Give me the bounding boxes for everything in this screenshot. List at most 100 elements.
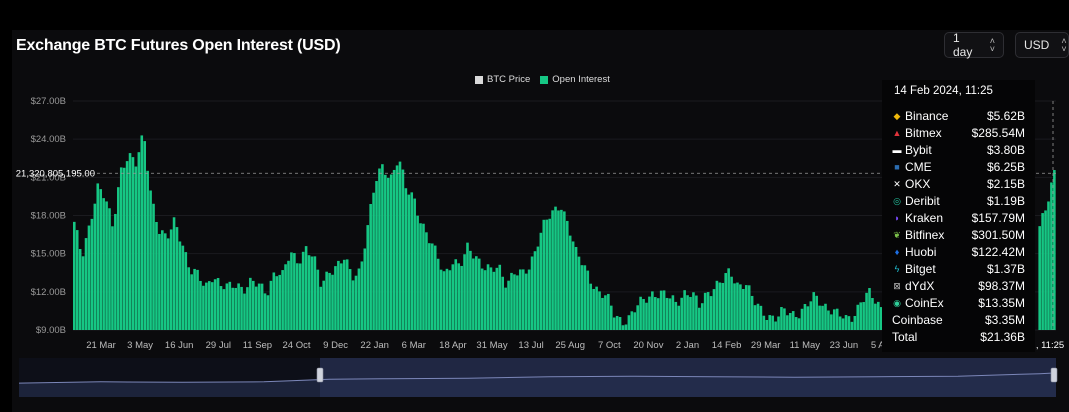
tooltip-exchange-label: Deribit bbox=[905, 193, 940, 208]
x-tick-label: 2 Jan bbox=[676, 340, 699, 351]
open-interest-bar bbox=[721, 282, 725, 330]
open-interest-bar bbox=[783, 308, 786, 330]
open-interest-bar bbox=[501, 276, 504, 330]
open-interest-bar bbox=[777, 316, 780, 330]
open-interest-bar bbox=[744, 285, 748, 330]
open-interest-bar bbox=[601, 297, 604, 330]
tooltip-row: ❦ Bitfinex $301.50M bbox=[892, 226, 1025, 243]
tooltip-exchange-label: Binance bbox=[905, 108, 949, 123]
open-interest-bar bbox=[803, 304, 807, 330]
open-interest-bar bbox=[407, 194, 411, 330]
open-interest-bar bbox=[75, 230, 79, 330]
tooltip-row: ◎ Deribit $1.19B bbox=[892, 192, 1025, 209]
open-interest-bar bbox=[642, 299, 645, 330]
tooltip-row-name: ◎ Deribit bbox=[892, 194, 940, 208]
x-tick-label: 16 Jun bbox=[165, 340, 194, 351]
open-interest-bar bbox=[668, 298, 672, 330]
open-interest-bar bbox=[243, 293, 246, 330]
open-interest-bar bbox=[580, 265, 584, 330]
tooltip-exchange-label: Total bbox=[892, 329, 918, 344]
tooltip-exchange-label: Coinbase bbox=[892, 312, 943, 327]
bitfinex-icon: ❦ bbox=[893, 229, 901, 240]
open-interest-bar bbox=[703, 292, 707, 330]
open-interest-bar bbox=[621, 325, 625, 330]
open-interest-bar bbox=[871, 298, 874, 330]
navigator-handle[interactable] bbox=[1050, 367, 1058, 383]
tooltip-row-value: $1.37B bbox=[986, 261, 1025, 276]
open-interest-bar bbox=[202, 285, 205, 330]
open-interest-bar bbox=[800, 308, 804, 330]
open-interest-bar bbox=[844, 315, 848, 330]
open-interest-bar bbox=[850, 321, 854, 330]
open-interest-bar bbox=[607, 293, 610, 330]
open-interest-bar bbox=[369, 204, 372, 330]
open-interest-bar bbox=[475, 256, 478, 330]
open-interest-bar bbox=[477, 258, 481, 330]
legend-swatch bbox=[475, 75, 483, 84]
open-interest-bar bbox=[480, 268, 484, 330]
tooltip-row: ♦ Huobi $122.42M bbox=[892, 243, 1025, 260]
range-navigator[interactable] bbox=[18, 358, 1058, 397]
open-interest-bar bbox=[483, 270, 487, 330]
open-interest-bar bbox=[416, 215, 419, 330]
open-interest-bar bbox=[624, 324, 628, 330]
open-interest-bar bbox=[345, 259, 349, 330]
open-interest-bar bbox=[856, 304, 860, 330]
legend-item-btc-price[interactable]: BTC Price bbox=[475, 74, 530, 85]
open-interest-bar bbox=[818, 305, 821, 330]
open-interest-bar bbox=[284, 264, 287, 330]
open-interest-bar bbox=[428, 243, 431, 330]
navigator-btc-price-line bbox=[18, 372, 1057, 384]
open-interest-bar bbox=[175, 227, 179, 330]
legend-label: BTC Price bbox=[487, 74, 531, 85]
open-interest-bar bbox=[249, 277, 252, 330]
open-interest-bar bbox=[199, 280, 202, 330]
open-interest-bar bbox=[598, 291, 601, 330]
open-interest-bar bbox=[692, 292, 695, 330]
open-interest-bar bbox=[240, 286, 243, 330]
open-interest-bar bbox=[539, 232, 543, 330]
open-interest-bar bbox=[93, 203, 97, 330]
open-interest-bar bbox=[662, 290, 666, 330]
top-bar bbox=[0, 0, 1069, 30]
tooltip-row: ◉ CoinEx $13.35M bbox=[892, 294, 1025, 311]
open-interest-bar bbox=[269, 280, 273, 330]
legend-swatch bbox=[540, 75, 549, 84]
open-interest-bar bbox=[386, 177, 390, 330]
open-interest-bar bbox=[354, 275, 358, 330]
tooltip-row-name: ϟ Bitget bbox=[892, 262, 936, 276]
tooltip-row-name: ⊠ dYdX bbox=[892, 279, 934, 293]
open-interest-bar bbox=[824, 303, 827, 330]
open-interest-bar bbox=[665, 297, 669, 330]
tooltip-row-value: $5.62B bbox=[986, 108, 1025, 123]
tooltip-row-name: ◆ Binance bbox=[892, 108, 949, 123]
open-interest-bar bbox=[196, 269, 199, 330]
open-interest-bar bbox=[469, 250, 472, 330]
navigator-handle[interactable] bbox=[316, 367, 324, 383]
tooltip-row: ▬ Bybit $3.80B bbox=[892, 141, 1026, 158]
open-interest-bar bbox=[360, 261, 364, 330]
navigator-btc-price-area bbox=[19, 372, 1056, 397]
open-interest-bar bbox=[287, 260, 290, 330]
x-tick-label: 9 Dec bbox=[323, 340, 348, 351]
open-interest-bar bbox=[293, 253, 296, 330]
x-tick-label: 14 Feb bbox=[712, 340, 742, 351]
open-interest-bar bbox=[695, 295, 698, 330]
open-interest-bar bbox=[210, 282, 214, 330]
open-interest-bar bbox=[257, 283, 261, 330]
open-interest-bar bbox=[111, 226, 114, 330]
open-interest-bar bbox=[430, 243, 434, 330]
open-interest-bar bbox=[736, 282, 739, 330]
x-tick-label: 6 Mar bbox=[402, 340, 426, 351]
binance-icon: ◆ bbox=[893, 110, 901, 121]
tooltip-row-name: Coinbase bbox=[892, 313, 943, 327]
interval-select[interactable]: 1 day ˄ ˅ bbox=[944, 31, 1004, 59]
open-interest-bar bbox=[659, 290, 663, 330]
open-interest-bar bbox=[290, 252, 293, 330]
open-interest-bar bbox=[1038, 226, 1041, 330]
cme-icon: ■ bbox=[894, 161, 900, 172]
legend-item-open-interest[interactable]: Open Interest bbox=[540, 74, 610, 85]
open-interest-bar bbox=[337, 260, 340, 330]
open-interest-bar bbox=[472, 258, 475, 330]
